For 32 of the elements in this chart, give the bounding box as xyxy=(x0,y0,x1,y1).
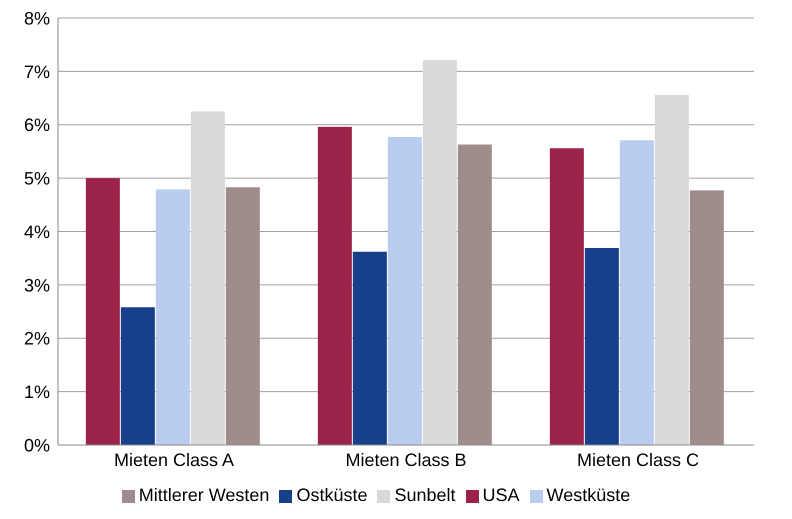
y-tick-label: 4% xyxy=(24,222,50,242)
legend-label: Westküste xyxy=(546,485,630,505)
x-tick-label: Mieten Class A xyxy=(114,450,234,470)
bar xyxy=(422,60,457,445)
bar xyxy=(690,190,724,445)
y-tick-label: 8% xyxy=(24,8,50,28)
y-tick-label: 5% xyxy=(24,168,50,189)
bar xyxy=(226,187,260,445)
legend-label: Ostküste xyxy=(296,485,368,505)
bar xyxy=(584,248,619,445)
y-tick-label: 3% xyxy=(24,275,50,296)
x-tick-label: Mieten Class B xyxy=(345,450,467,470)
y-tick-label: 7% xyxy=(24,62,50,82)
y-tick-label: 6% xyxy=(24,115,50,136)
bar xyxy=(352,252,387,445)
x-tick-label: Mieten Class C xyxy=(576,450,700,470)
bar xyxy=(654,94,689,445)
legend-label: Sunbelt xyxy=(394,485,456,505)
y-tick-label: 2% xyxy=(24,328,50,349)
bar xyxy=(620,140,654,445)
bar xyxy=(550,148,584,445)
legend-label: Mittlerer Westen xyxy=(138,485,270,505)
bar xyxy=(458,144,492,445)
bar xyxy=(190,111,225,445)
bar xyxy=(388,137,422,445)
bar xyxy=(156,189,190,445)
y-tick-label: 0% xyxy=(24,435,50,456)
bar xyxy=(318,126,352,445)
bar xyxy=(86,178,120,445)
legend-label: USA xyxy=(482,485,520,505)
bar xyxy=(120,307,155,445)
y-tick-label: 1% xyxy=(24,382,50,402)
